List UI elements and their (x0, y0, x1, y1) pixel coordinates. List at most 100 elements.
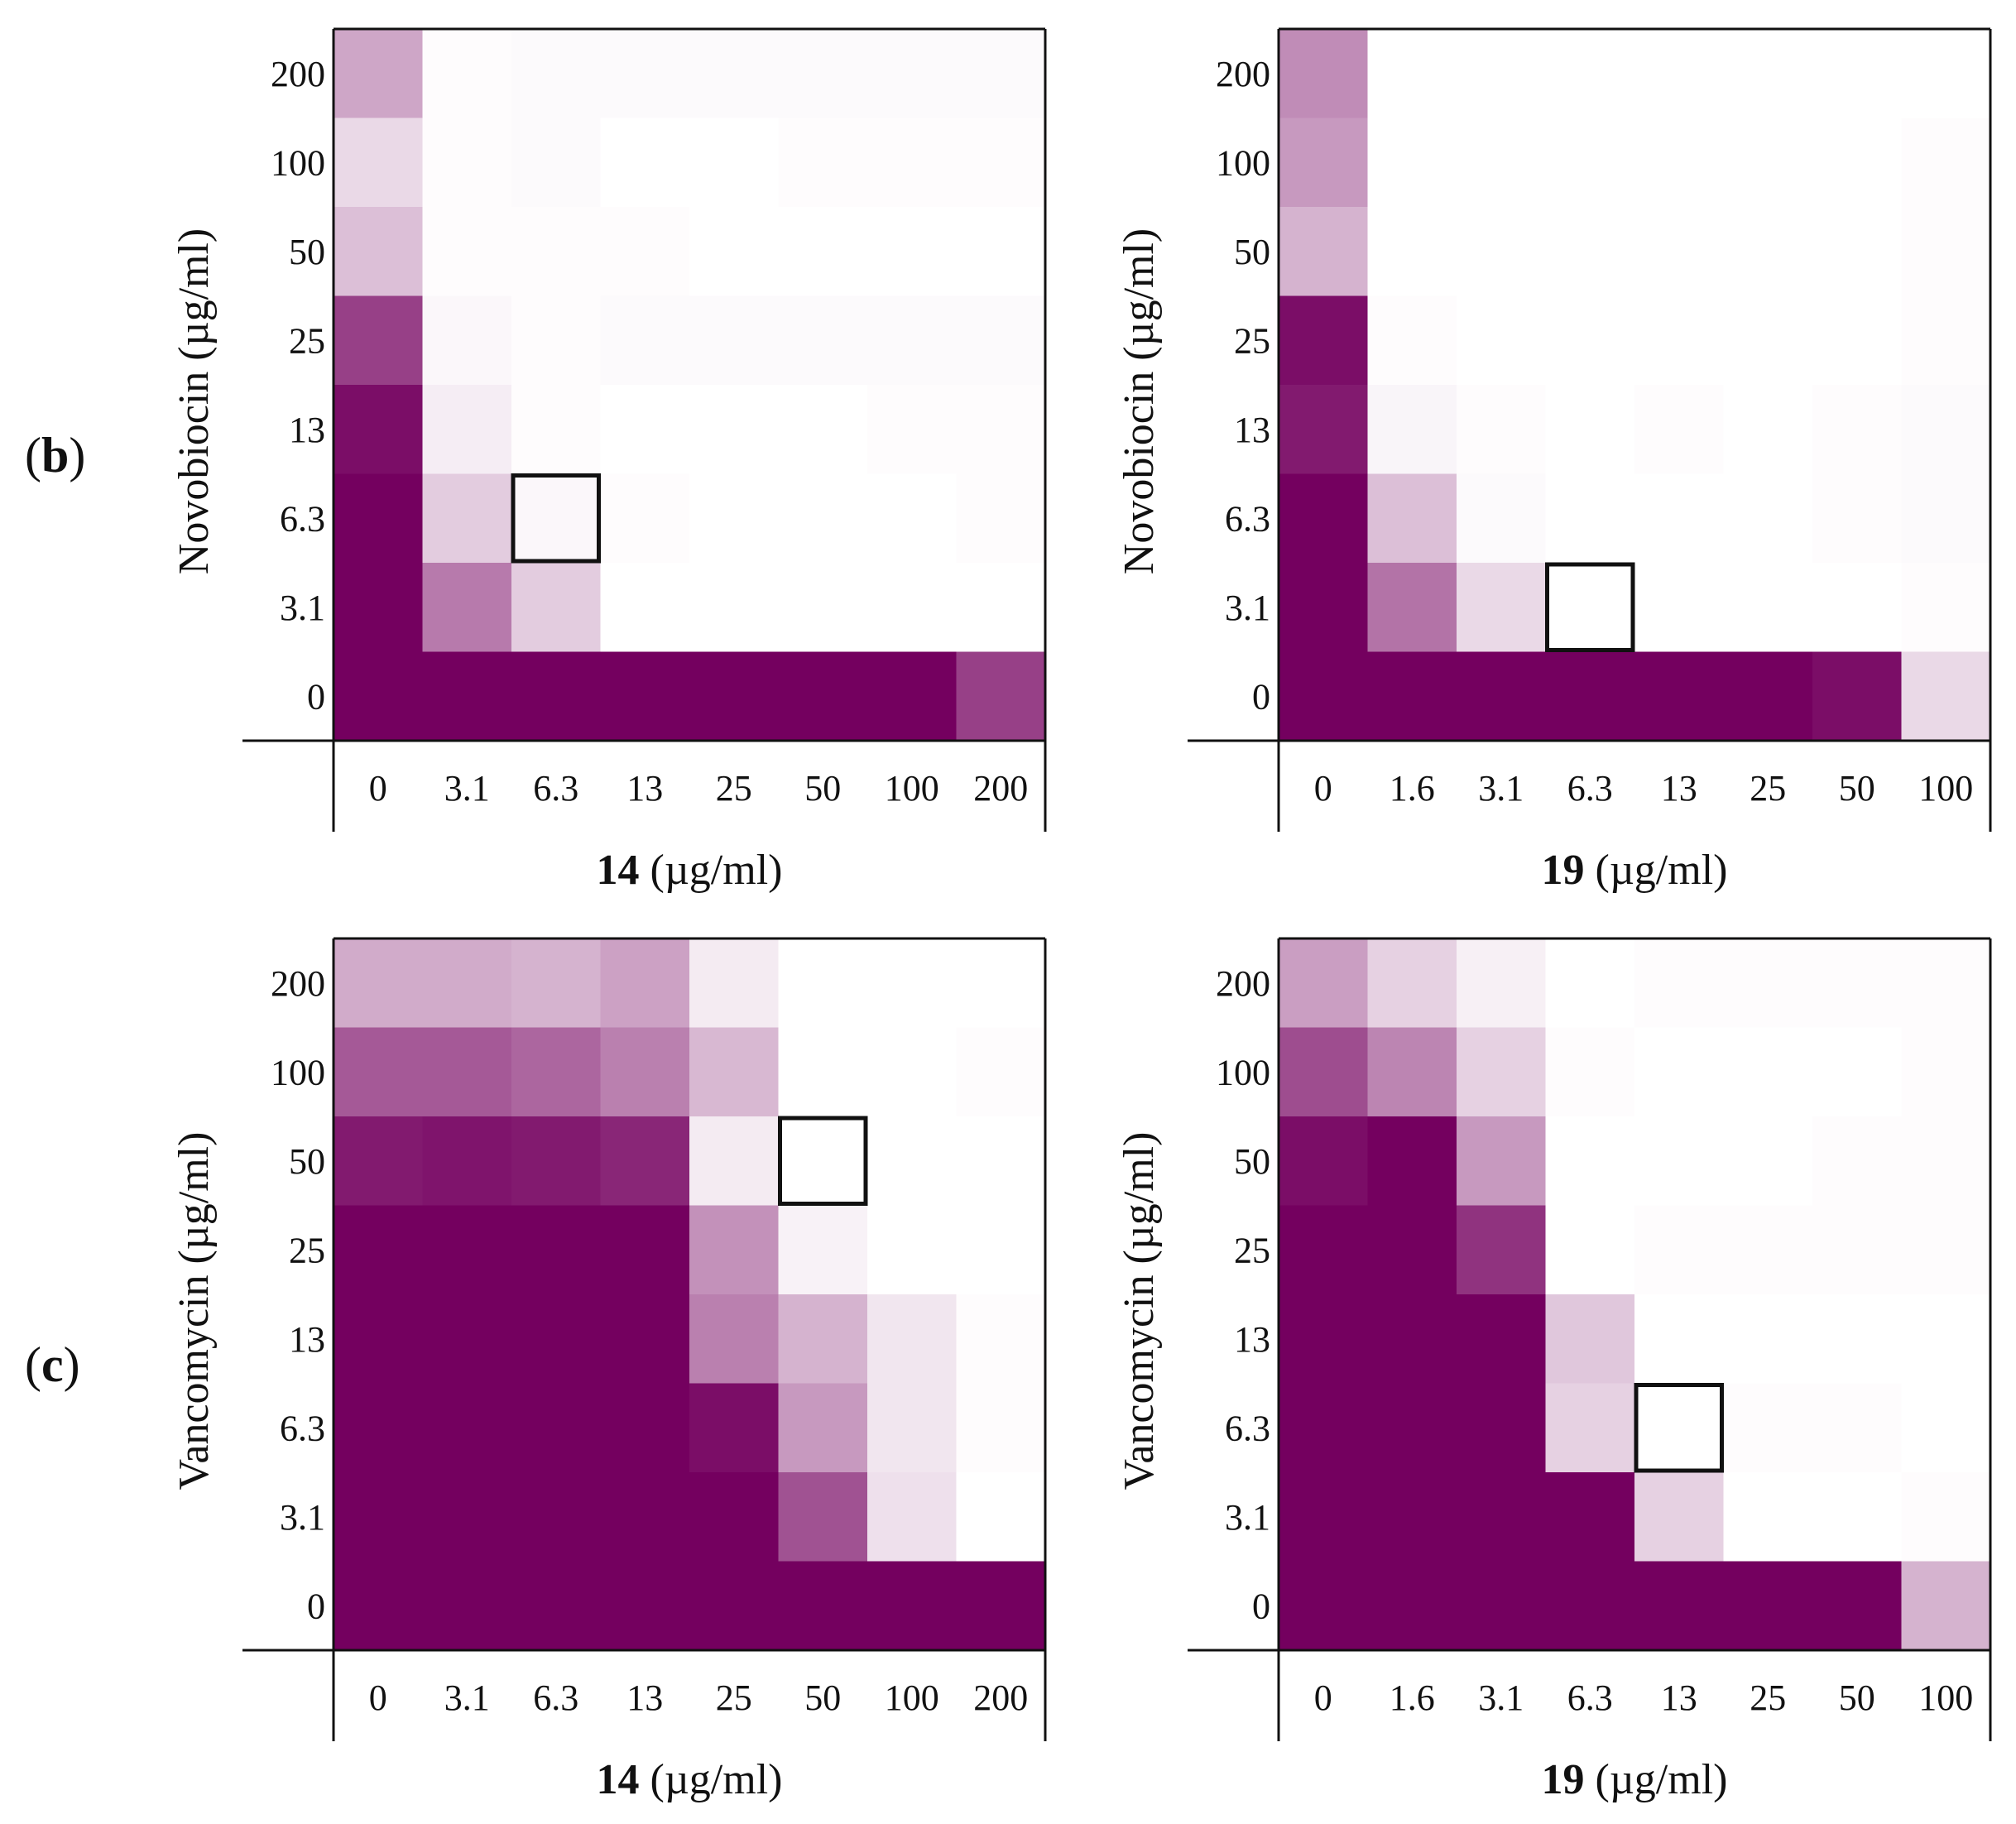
heatmap-cell (1279, 1472, 1369, 1562)
heatmap-cell (1457, 938, 1547, 1029)
heatmap-cell (778, 563, 868, 653)
heatmap-cell (1367, 473, 1457, 564)
y-tick-label: 100 (1216, 142, 1270, 183)
panel-label-part: ) (69, 428, 85, 482)
heatmap-cell (1457, 1383, 1547, 1473)
heatmap-cell (1457, 1027, 1547, 1117)
y-tick-label: 3.1 (1225, 1497, 1270, 1538)
heatmap-cell (1279, 385, 1369, 475)
x-tick-label: 3.1 (1478, 768, 1524, 809)
y-tick-label: 200 (271, 963, 325, 1004)
x-tick-label: 25 (1750, 1678, 1786, 1718)
heatmap-cell (956, 295, 1046, 386)
heatmap-cell (1457, 207, 1547, 297)
heatmap-cell (1545, 1205, 1635, 1295)
y-tick-label: 13 (1234, 410, 1270, 450)
heatmap-cell (956, 1116, 1046, 1207)
heatmap-cell (867, 1116, 958, 1207)
heatmap-cell (600, 207, 690, 297)
heatmap-cell (1723, 1027, 1813, 1117)
heatmap-cell (511, 1383, 602, 1473)
heatmap-cell (956, 1383, 1046, 1473)
synergy-highlight-box (1634, 1383, 1724, 1473)
heatmap-cell (600, 118, 690, 208)
heatmap-cell (1723, 207, 1813, 297)
heatmap-cell (1901, 385, 1991, 475)
x-axis-title: 19 (µg/ml) (1542, 847, 1728, 894)
x-tick-label: 0 (1314, 768, 1332, 809)
heatmap-cell (511, 651, 602, 742)
x-tick-label: 0 (369, 1678, 387, 1718)
heatmap-cell (1812, 207, 1903, 297)
heatmap-cell (1812, 1472, 1903, 1562)
heatmap-cell (689, 1561, 780, 1651)
heatmap-cell (1279, 1383, 1369, 1473)
y-tick-label: 200 (1216, 963, 1270, 1004)
heatmap-cell (1279, 1205, 1369, 1295)
heatmap-cell (778, 118, 868, 208)
y-tick-label: 6.3 (280, 1408, 325, 1448)
heatmap-cell (1634, 938, 1725, 1029)
heatmap-cell (422, 1205, 512, 1295)
panel-label: (b) (25, 428, 85, 482)
heatmap-cell (956, 938, 1046, 1029)
x-axis-compound: 19 (1542, 1756, 1585, 1803)
heatmap-cell (1279, 563, 1369, 653)
heatmap-cell (1901, 207, 1991, 297)
synergy-highlight-box (1545, 562, 1635, 652)
heatmap-cell (1634, 1294, 1725, 1385)
heatmap-cell (511, 29, 602, 119)
heatmap-cell (1812, 118, 1903, 208)
heatmap-cell (1634, 1383, 1725, 1473)
heatmap-cell (1367, 295, 1457, 386)
heatmap-cell (689, 1205, 780, 1295)
heatmap-cell (956, 651, 1046, 742)
heatmap-cell (956, 385, 1046, 475)
x-tick-label: 0 (1314, 1678, 1332, 1718)
heatmap-cell (1634, 118, 1725, 208)
heatmap-cell (778, 385, 868, 475)
heatmap-cell (1545, 207, 1635, 297)
heatmap-cell (1457, 563, 1547, 653)
heatmap-cell (778, 651, 868, 742)
heatmap-cell (600, 29, 690, 119)
heatmap-cell (1367, 1116, 1457, 1207)
heatmap-cell (956, 1294, 1046, 1385)
heatmap-cell (1812, 295, 1903, 386)
heatmap-cell (334, 1383, 424, 1473)
heatmap-cell (867, 1205, 958, 1295)
heatmap-cell (334, 1027, 424, 1117)
heatmap-cell (600, 938, 690, 1029)
x-tick-label: 1.6 (1390, 768, 1435, 809)
heatmap-cell (600, 1294, 690, 1385)
heatmap-cell (1457, 473, 1547, 564)
heatmap-cell (600, 1027, 690, 1117)
heatmap-cell (1457, 651, 1547, 742)
heatmap-cell (689, 473, 780, 564)
heatmap-cell (867, 1027, 958, 1117)
y-tick-label: 200 (271, 54, 325, 94)
heatmap-cell (689, 563, 780, 653)
heatmap-cell (1812, 473, 1903, 564)
heatmap-cell (1812, 1294, 1903, 1385)
y-tick-label: 13 (289, 410, 325, 450)
heatmap-cell (1723, 29, 1813, 119)
heatmap-cell (1812, 385, 1903, 475)
heatmap-cell (422, 295, 512, 386)
heatmap-cell (1723, 1472, 1813, 1562)
y-tick-label: 100 (271, 1052, 325, 1092)
heatmap-cell (1279, 29, 1369, 119)
heatmap-cell (1545, 938, 1635, 1029)
heatmap-cell (1901, 938, 1991, 1029)
heatmap-cell (334, 651, 424, 742)
panel-label-part: ( (25, 428, 41, 482)
heatmap-cell (1634, 295, 1725, 386)
heatmap-cell (1723, 1205, 1813, 1295)
heatmap-cell (1545, 29, 1635, 119)
heatmap-cell (1367, 1383, 1457, 1473)
heatmap-cell (511, 1205, 602, 1295)
y-tick-label: 25 (289, 320, 325, 361)
heatmap-cell (334, 118, 424, 208)
heatmap-cell (689, 385, 780, 475)
heatmap-cell (1279, 1294, 1369, 1385)
